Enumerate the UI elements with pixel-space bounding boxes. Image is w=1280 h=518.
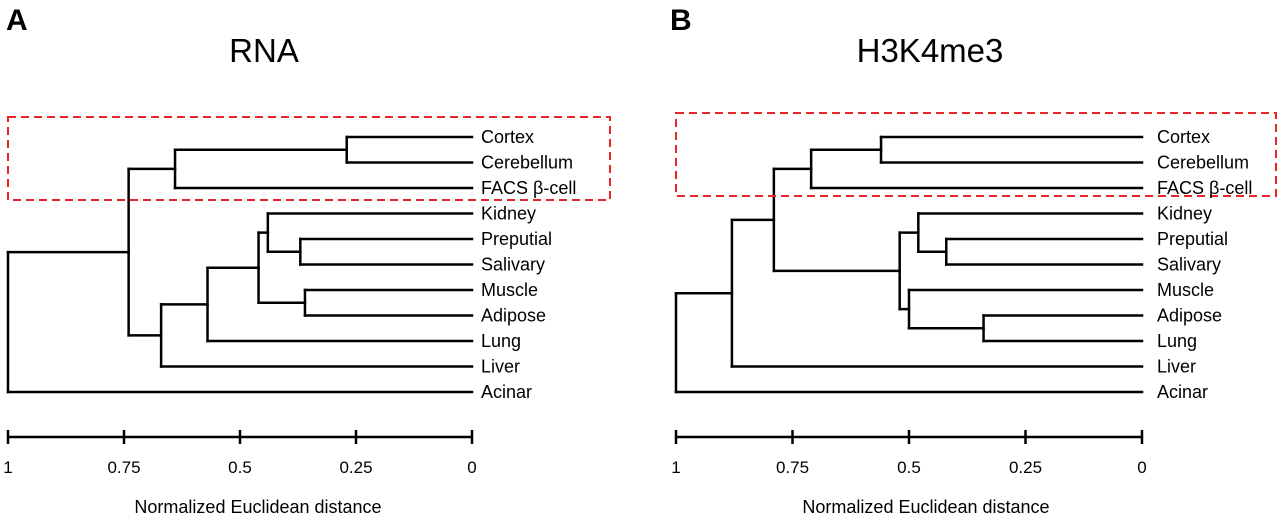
panel-letter: B [670,4,692,37]
highlight-box [675,112,1277,197]
leaf-label: Lung [1157,331,1197,351]
panel-letter: A [6,4,28,37]
leaf-label: Cortex [481,127,534,147]
tick-label: 0.25 [1009,458,1042,477]
leaf-label: Preputial [1157,229,1228,249]
distance-axis: 1 0.75 0.5 0.25 0 [671,430,1147,477]
leaf-label: Liver [481,357,520,377]
x-axis-label: Normalized Euclidean distance [802,497,1049,517]
leaf-label: Acinar [1157,382,1208,402]
tick-label: 0.25 [339,458,372,477]
tick-label: 0.5 [228,458,252,477]
leaf-label: FACS β-cell [481,178,576,198]
leaf-label: FACS β-cell [1157,178,1252,198]
leaf-label: Liver [1157,357,1196,377]
leaf-label: Adipose [481,306,546,326]
distance-axis: 1 0.75 0.5 0.25 0 [3,430,477,477]
dendrogram-tree [6,116,611,394]
x-axis-label: Normalized Euclidean distance [134,497,381,517]
tick-label: 0.75 [107,458,140,477]
leaf-labels: Cortex Cerebellum FACS β-cell Kidney Preputi… [1157,127,1252,402]
leaf-label: Cortex [1157,127,1210,147]
leaf-label: Kidney [481,204,536,224]
leaf-label: Acinar [481,382,532,402]
panel-rna: A RNA Cortex Cerebellum FACS β-cell Kidney P… [3,4,611,517]
tick-label: 0.75 [776,458,809,477]
leaf-label: Cerebellum [1157,153,1249,173]
leaf-label: Muscle [1157,280,1214,300]
leaf-label: Salivary [1157,255,1221,275]
panel-title: RNA [229,32,299,69]
dendrogram-tree [674,112,1277,394]
leaf-label: Lung [481,331,521,351]
leaf-label: Muscle [481,280,538,300]
tick-label: 0.5 [897,458,921,477]
leaf-label: Cerebellum [481,153,573,173]
leaf-label: Adipose [1157,306,1222,326]
leaf-label: Kidney [1157,204,1212,224]
panel-title: H3K4me3 [857,32,1004,69]
tick-label: 0 [1137,458,1146,477]
panel-h3k4me3: B H3K4me3 Cortex Cerebellum FACS β-cell Kid… [670,4,1277,517]
leaf-label: Preputial [481,229,552,249]
tick-label: 1 [3,458,12,477]
leaf-labels: Cortex Cerebellum FACS β-cell Kidney Preputi… [481,127,576,402]
tick-label: 1 [671,458,680,477]
leaf-label: Salivary [481,255,545,275]
highlight-box [7,116,611,201]
tick-label: 0 [467,458,476,477]
